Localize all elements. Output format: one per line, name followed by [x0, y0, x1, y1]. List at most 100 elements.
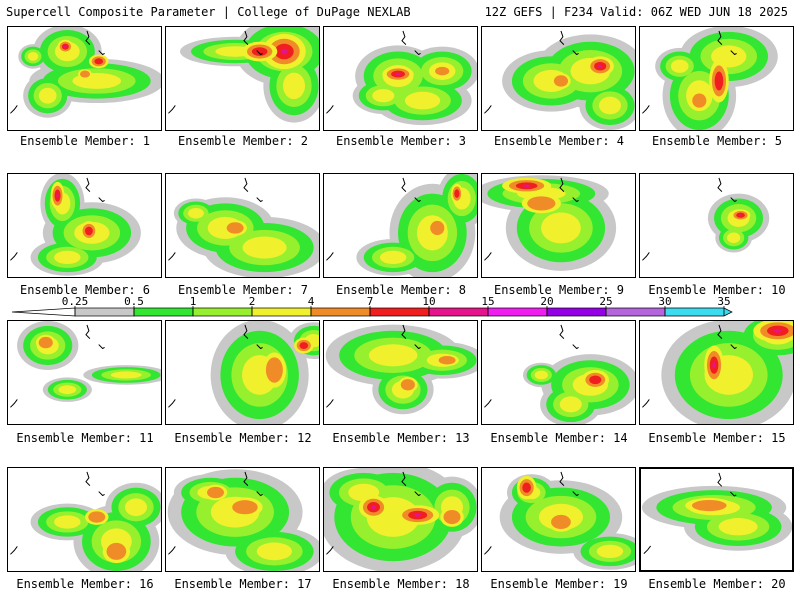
ensemble-panel-1[interactable]	[7, 26, 162, 131]
legend-swatch	[487, 307, 548, 317]
ensemble-panel-2[interactable]	[165, 26, 320, 131]
scp-core	[265, 357, 283, 383]
scp-core	[553, 75, 569, 87]
scp-map	[324, 468, 477, 571]
scp-contour	[372, 89, 395, 103]
ensemble-panel-16[interactable]	[7, 467, 162, 572]
scp-map	[484, 30, 635, 130]
scp-map	[642, 27, 778, 130]
scp-core	[435, 66, 450, 76]
scp-map	[10, 321, 161, 408]
scp-core	[597, 64, 603, 68]
scp-core	[226, 222, 244, 234]
scp-core	[738, 214, 743, 217]
member-label: Ensemble Member: 8	[335, 283, 467, 297]
legend-swatch	[664, 307, 733, 317]
ensemble-panel-4[interactable]	[481, 26, 636, 131]
coastline	[10, 471, 105, 555]
coastline	[484, 177, 579, 261]
scp-map	[484, 471, 635, 570]
scp-contour	[187, 207, 204, 219]
ensemble-panel-8[interactable]	[323, 173, 478, 278]
scp-core	[522, 184, 531, 188]
scp-contour	[58, 385, 77, 395]
ensemble-panel-20[interactable]	[639, 467, 794, 572]
legend-swatch	[428, 307, 489, 317]
ensemble-panel-19[interactable]	[481, 467, 636, 572]
member-label: Ensemble Member: 14	[490, 431, 628, 445]
scp-map	[168, 27, 319, 123]
scp-contour	[598, 96, 622, 115]
member-label: Ensemble Member: 15	[648, 431, 786, 445]
scp-core	[443, 509, 461, 525]
ensemble-panel-11[interactable]	[7, 320, 162, 425]
scp-core	[56, 193, 59, 198]
legend-tick-label: 10	[422, 296, 435, 308]
ensemble-panel-17[interactable]	[165, 467, 320, 572]
scp-map	[482, 175, 617, 271]
ensemble-panel-12[interactable]	[165, 320, 320, 425]
scp-core	[522, 482, 531, 493]
legend-tick-label: 1	[190, 296, 197, 308]
ensemble-panel-5[interactable]	[639, 26, 794, 131]
coastline	[326, 177, 421, 261]
coastline	[484, 30, 579, 114]
scp-core	[454, 189, 460, 198]
ensemble-panel-15[interactable]	[639, 320, 794, 425]
ensemble-panel-14[interactable]	[481, 320, 636, 425]
member-label: Ensemble Member: 20	[648, 577, 786, 591]
scp-contour	[559, 396, 582, 413]
coastline	[168, 324, 263, 408]
legend-tick-label: 25	[599, 296, 612, 308]
ensemble-panel-7[interactable]	[165, 173, 320, 278]
ensemble-panel-18[interactable]	[323, 467, 478, 572]
coastline	[326, 324, 421, 408]
scp-contour	[38, 87, 57, 104]
coastline	[484, 471, 579, 555]
scp-core	[80, 70, 90, 78]
chart-title: Supercell Composite Parameter | College …	[6, 5, 411, 19]
member-label: Ensemble Member: 6	[19, 283, 151, 297]
ensemble-panel-6[interactable]	[7, 173, 162, 278]
member-label: Ensemble Member: 10	[648, 283, 786, 297]
coastline	[10, 324, 105, 408]
scp-map	[642, 321, 793, 424]
coastline	[168, 177, 263, 261]
scp-core	[299, 342, 309, 349]
scp-contour	[718, 518, 758, 536]
scp-contour	[727, 232, 741, 244]
scp-contour	[27, 52, 39, 61]
scp-map	[168, 321, 319, 424]
coastline	[326, 30, 421, 114]
scp-map	[326, 174, 477, 277]
scp-contour	[124, 498, 148, 517]
ensemble-panel-3[interactable]	[323, 26, 478, 131]
scp-contour	[596, 544, 624, 559]
scp-map	[325, 324, 477, 415]
ensemble-panel-13[interactable]	[323, 320, 478, 425]
legend-tick-label: 15	[481, 296, 494, 308]
coastline	[10, 177, 105, 261]
ensemble-panel-9[interactable]	[481, 173, 636, 278]
legend-low-arrow	[11, 307, 76, 317]
scp-core	[691, 500, 727, 512]
member-label: Ensemble Member: 4	[493, 134, 625, 148]
member-label: Ensemble Member: 13	[332, 431, 470, 445]
member-label: Ensemble Member: 11	[16, 431, 154, 445]
legend-tick-label: 2	[249, 296, 256, 308]
legend-swatch	[74, 307, 135, 317]
legend-tick-label: 30	[658, 296, 671, 308]
scp-core	[438, 356, 456, 365]
legend-swatch	[369, 307, 430, 317]
ensemble-panel-10[interactable]	[639, 173, 794, 278]
scp-core	[551, 514, 571, 530]
legend-tick-label: 35	[717, 296, 730, 308]
scp-map	[326, 30, 477, 126]
coastline	[168, 471, 263, 555]
legend-swatch	[192, 307, 253, 317]
legend-tick-label: 7	[367, 296, 374, 308]
scp-contour	[379, 250, 407, 265]
scp-core	[527, 196, 556, 211]
scp-contour	[54, 515, 81, 529]
scp-contour	[242, 236, 287, 259]
